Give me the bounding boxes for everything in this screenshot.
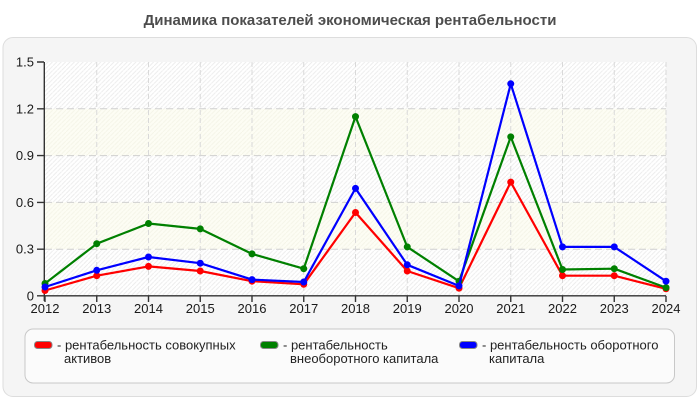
svg-text:2019: 2019 [393, 301, 422, 316]
svg-text:2015: 2015 [186, 301, 215, 316]
svg-text:- рентабельность совокупных: - рентабельность совокупных [57, 338, 236, 353]
svg-text:2012: 2012 [31, 301, 60, 316]
svg-text:2017: 2017 [289, 301, 318, 316]
svg-text:2016: 2016 [238, 301, 267, 316]
svg-text:0.3: 0.3 [16, 242, 34, 257]
svg-text:2020: 2020 [445, 301, 474, 316]
svg-text:активов: активов [64, 351, 111, 366]
svg-text:капитала: капитала [489, 351, 545, 366]
svg-text:1.2: 1.2 [16, 101, 34, 116]
svg-text:2024: 2024 [652, 301, 681, 316]
svg-text:- рентабельность оборотного: - рентабельность оборотного [482, 338, 658, 353]
svg-text:2021: 2021 [496, 301, 525, 316]
svg-text:2022: 2022 [548, 301, 577, 316]
svg-text:0.6: 0.6 [16, 195, 34, 210]
svg-text:2023: 2023 [600, 301, 629, 316]
svg-text:0.9: 0.9 [16, 148, 34, 163]
svg-text:1.5: 1.5 [16, 55, 34, 70]
svg-text:0: 0 [27, 289, 34, 304]
svg-text:Динамика показателей экономиче: Динамика показателей экономическая рента… [144, 12, 557, 29]
svg-text:2014: 2014 [134, 301, 163, 316]
svg-text:- рентабельность: - рентабельность [283, 338, 388, 353]
svg-text:внеоборотного капитала: внеоборотного капитала [290, 351, 439, 366]
svg-text:2018: 2018 [341, 301, 370, 316]
svg-text:2013: 2013 [82, 301, 111, 316]
